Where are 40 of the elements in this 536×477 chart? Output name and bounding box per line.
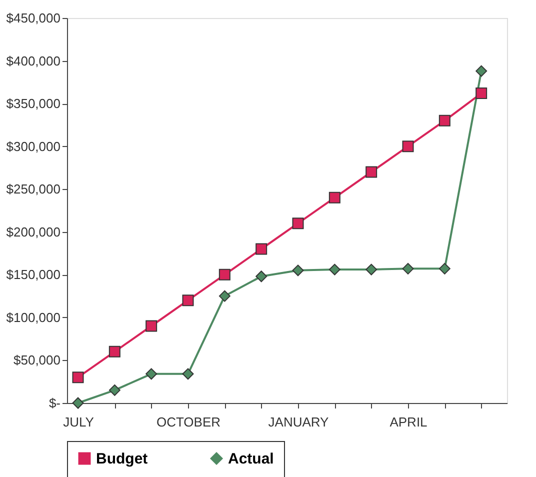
point: [328, 264, 340, 276]
legend-label: Actual: [228, 450, 274, 468]
point: [218, 290, 230, 302]
point: [476, 88, 488, 100]
point: [438, 262, 450, 274]
legend-label: Budget: [96, 450, 148, 468]
point: [72, 397, 84, 409]
x-tick-label: OCTOBER: [156, 414, 221, 430]
y-tick-label: $300,000: [6, 138, 60, 154]
point: [328, 192, 340, 204]
x-tick-label: JULY: [63, 414, 94, 430]
y-tick-label: $100,000: [6, 310, 60, 325]
point: [402, 262, 414, 274]
y-tick-label: $-: [48, 396, 60, 410]
point: [256, 243, 268, 255]
point: [292, 264, 304, 276]
y-tick-label: $50,000: [14, 352, 60, 368]
point: [108, 346, 120, 358]
point: [476, 65, 488, 77]
point: [182, 368, 194, 380]
point: [292, 218, 304, 230]
point: [146, 320, 158, 332]
point: [402, 140, 414, 152]
point: [438, 114, 450, 126]
point: [108, 384, 120, 396]
y-tick-label: $400,000: [6, 53, 60, 68]
point: [146, 368, 158, 380]
y-tick-label: $200,000: [6, 224, 60, 240]
point: [366, 264, 378, 276]
x-tick-label: APRIL: [390, 414, 428, 430]
y-tick-label: $250,000: [6, 182, 60, 197]
point: [218, 268, 230, 280]
x-tick-label: JANUARY: [268, 414, 330, 430]
y-tick-label: $450,000: [6, 10, 60, 26]
y-tick-label: $150,000: [6, 267, 60, 282]
y-tick-label: $350,000: [6, 96, 60, 112]
point: [72, 372, 84, 384]
point: [256, 270, 268, 282]
point: [366, 166, 378, 178]
point: [182, 294, 194, 306]
